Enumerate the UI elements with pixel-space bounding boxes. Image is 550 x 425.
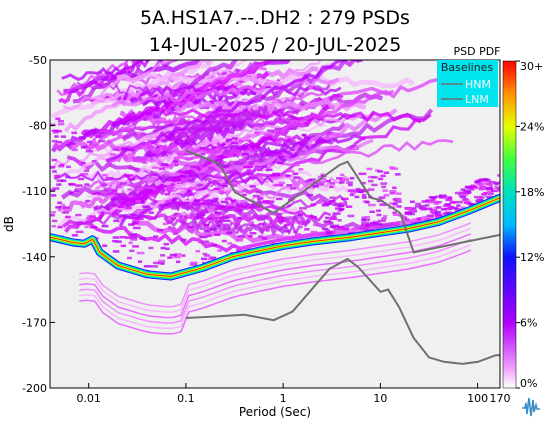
colorbar-tick-label: 12% [520, 251, 544, 264]
colorbar-tick-label: 30+ [520, 60, 543, 73]
seismogram-logo-icon [521, 394, 541, 418]
x-axis-label: Period (Sec) [239, 405, 311, 419]
chart-subtitle: 14-JUL-2025 / 20-JUL-2025 [148, 34, 402, 56]
legend-title: Baselines [441, 61, 494, 74]
y-tick-label: -50 [29, 54, 47, 67]
x-tick-label: 0.01 [76, 392, 101, 405]
series-line-hnm [185, 149, 500, 254]
colorbar-tick-label: 6% [520, 317, 537, 330]
y-tick-label: -80 [29, 120, 47, 133]
chart-title: 5A.HS1A7.--.DH2 : 279 PSDs [140, 7, 410, 29]
series-line-lnm [185, 257, 500, 365]
y-tick-label: -140 [22, 251, 47, 264]
x-tick-label: 0.1 [177, 392, 195, 405]
y-tick-label: -170 [22, 316, 47, 329]
colorbar-tick-label: 24% [520, 120, 544, 133]
y-tick-label: -200 [22, 382, 47, 395]
y-axis-label: dB [2, 216, 16, 232]
colorbar-tick-label: 0% [520, 377, 537, 390]
colorbar-title: PSD PDF [453, 45, 500, 58]
colorbar-tick-label: 18% [520, 186, 544, 199]
colorbar-ticks: 0% 6% 12% 18% 24% 30+ [516, 60, 544, 390]
x-tick-label: 170 [490, 392, 511, 405]
x-tick-label: 1 [280, 392, 287, 405]
plot-frame [49, 59, 501, 389]
y-axis: -200 -170 -140 -110 -80 -50 [22, 54, 55, 395]
y-tick-label: -110 [22, 185, 47, 198]
x-tick-label: 100 [467, 392, 488, 405]
legend: Baselines HNM LNM [437, 60, 498, 107]
legend-entry-hnm: HNM [465, 78, 491, 91]
x-tick-label: 10 [373, 392, 387, 405]
noise-model-layer [185, 149, 500, 365]
x-axis: 0.01 0.1 1 10 100 170 [76, 383, 511, 405]
colorbar [502, 60, 517, 389]
legend-entry-lnm: LNM [465, 93, 489, 106]
